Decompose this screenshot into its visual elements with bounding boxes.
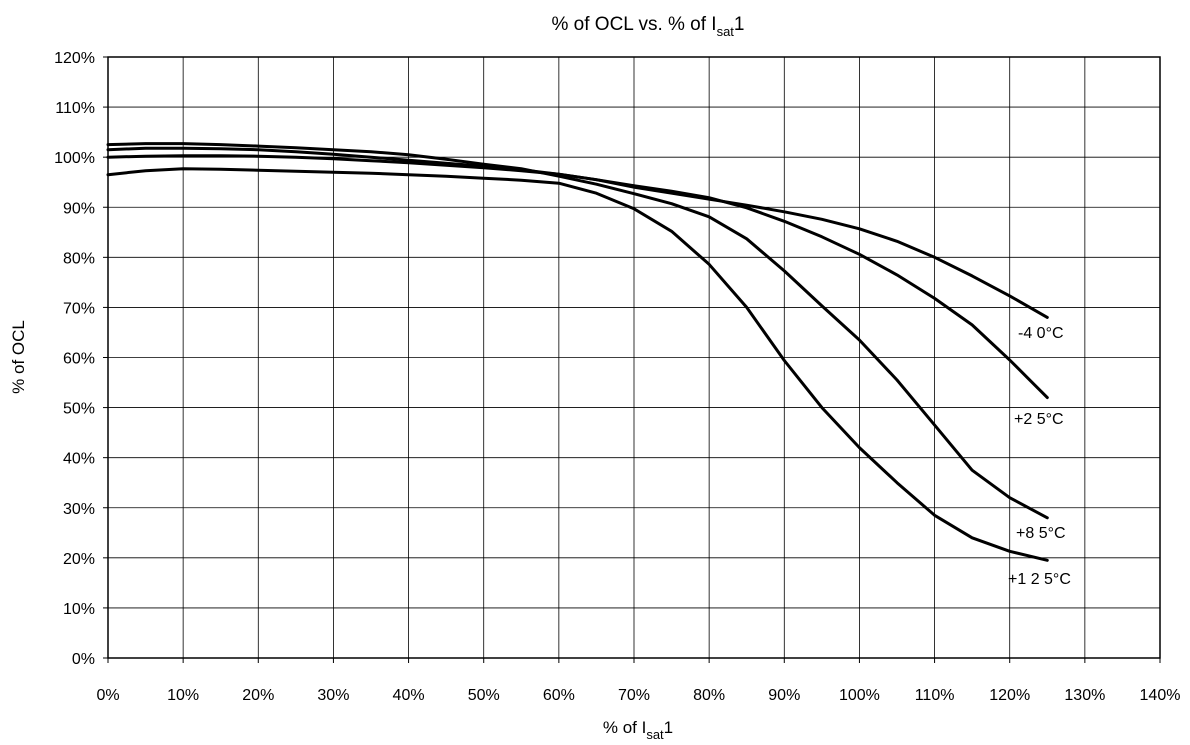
x-tick-label: 120% [989, 687, 1030, 704]
x-tick-label: 140% [1140, 687, 1181, 704]
x-tick-label: 30% [317, 687, 349, 704]
series-labels: -4 0°C +2 5°C +8 5°C +1 2 5°C [1008, 325, 1071, 588]
y-tick-label: 100% [54, 150, 95, 167]
chart-title-suffix: 1 [734, 14, 745, 35]
y-tick-label: 10% [63, 601, 95, 618]
y-axis-label: % of OCL [9, 320, 28, 394]
x-axis-label-main: % of I [603, 718, 646, 737]
y-tick-label: 90% [63, 200, 95, 217]
series-lines [106, 142, 1049, 562]
y-tick-label: 20% [63, 551, 95, 568]
series-line [106, 146, 1049, 400]
x-tick-label: 70% [618, 687, 650, 704]
series-label: +8 5°C [1016, 525, 1066, 542]
x-axis-label: % of Isat1 [603, 718, 673, 742]
x-axis-ticks: 0% 10% 20% 30% 40% 50% 60% 70% 80% 90% 100% 110% 120… [96, 658, 1180, 704]
chart-title: % of OCL vs. % of Isat1 [552, 14, 745, 39]
y-tick-label: 50% [63, 401, 95, 418]
x-tick-label: 110% [915, 687, 955, 704]
chart-title-main: % of OCL vs. % of I [552, 14, 717, 35]
y-tick-label: 60% [63, 351, 95, 368]
x-tick-label: 40% [393, 687, 425, 704]
x-tick-label: 0% [96, 687, 119, 704]
y-tick-label: 80% [63, 250, 95, 267]
y-tick-label: 110% [55, 100, 95, 117]
y-tick-label: 70% [63, 300, 95, 317]
x-axis-label-suffix: 1 [664, 718, 673, 737]
chart-title-sub: sat [717, 24, 735, 39]
x-tick-label: 130% [1064, 687, 1105, 704]
x-tick-label: 60% [543, 687, 575, 704]
x-tick-label: 10% [167, 687, 199, 704]
series-label: -4 0°C [1018, 325, 1064, 342]
y-tick-label: 0% [72, 651, 95, 668]
x-axis-label-sub: sat [646, 727, 664, 742]
x-tick-label: 20% [242, 687, 274, 704]
x-tick-label: 90% [768, 687, 800, 704]
series-line [106, 142, 1049, 520]
x-tick-label: 80% [693, 687, 725, 704]
y-tick-label: 30% [63, 501, 95, 518]
series-label: +2 5°C [1014, 411, 1064, 428]
y-axis-ticks: 0% 10% 20% 30% 40% 50% 60% 70% 80% 90% 100% 110% 120… [54, 50, 108, 668]
x-tick-label: 50% [468, 687, 500, 704]
y-tick-label: 120% [54, 50, 95, 67]
series-label: +1 2 5°C [1008, 571, 1071, 588]
series-line [106, 167, 1049, 562]
x-tick-label: 100% [839, 687, 880, 704]
y-tick-label: 40% [63, 451, 95, 468]
